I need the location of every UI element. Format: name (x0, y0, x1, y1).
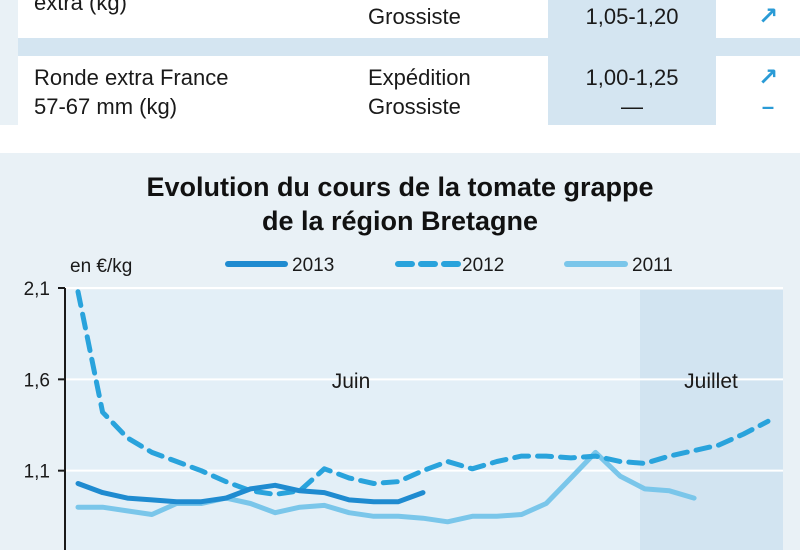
product-label: Ronde extra France (34, 65, 229, 90)
y-tick-label: 2,1 (24, 279, 50, 300)
series-line-2013 (75, 481, 426, 505)
chart-title-line: de la région Bretagne (261, 206, 539, 236)
price-cell: 1,00-1,25 — (548, 56, 716, 126)
table-row: extra (kg) Grossiste 1,05-1,20 ↗ (18, 0, 800, 38)
y-tick-label: 1,1 (24, 462, 50, 483)
section-separator (0, 125, 800, 153)
table-row: Ronde extra France 57-67 mm (kg) Expédit… (18, 56, 800, 126)
price-value: — (621, 94, 643, 119)
y-axis-unit-label: en €/kg (70, 256, 132, 277)
trend-cell: ↗ – (736, 56, 800, 126)
period-label-july: Juillet (684, 370, 738, 393)
series-line-2012 (75, 289, 771, 497)
stage-cell: Grossiste (368, 0, 548, 38)
product-cell: Ronde extra France 57-67 mm (kg) (34, 56, 334, 126)
chart-title: Evolution du cours de la tomate grappe d… (0, 170, 800, 238)
price-table: extra (kg) Grossiste 1,05-1,20 ↗ Ronde e… (18, 0, 800, 126)
july-period-band (640, 290, 783, 550)
product-label: extra (kg) (34, 0, 127, 15)
price-cell: 1,05-1,20 (548, 0, 716, 38)
legend-label-2013: 2013 (292, 255, 334, 276)
legend-label-2012: 2012 (462, 255, 504, 276)
y-tick-label: 1,6 (24, 370, 50, 391)
price-value: 1,05-1,20 (585, 4, 679, 29)
stage-label: Grossiste (368, 4, 461, 29)
trend-up-icon: ↗ (757, 64, 779, 91)
stage-label: Expédition (368, 65, 471, 90)
trend-up-icon: ↗ (757, 3, 779, 30)
stage-label: Grossiste (368, 94, 461, 119)
chart-title-line: Evolution du cours de la tomate grappe (146, 172, 654, 202)
legend-label-2011: 2011 (632, 255, 673, 276)
trend-flat-icon: – (761, 94, 775, 119)
stage-cell: Expédition Grossiste (368, 56, 548, 126)
product-label: 57-67 mm (kg) (34, 94, 178, 119)
price-value: 1,00-1,25 (585, 65, 679, 90)
trend-cell: ↗ (736, 0, 800, 38)
product-cell: extra (kg) (34, 0, 334, 38)
period-label-june: Juin (332, 370, 371, 393)
